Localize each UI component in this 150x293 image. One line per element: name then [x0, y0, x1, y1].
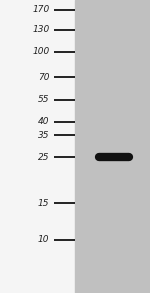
Text: 130: 130	[32, 25, 50, 35]
Text: 40: 40	[38, 117, 50, 127]
Bar	[0, 0, 75, 293]
Text: 15: 15	[38, 198, 50, 207]
Text: 10: 10	[38, 236, 50, 244]
Text: 170: 170	[32, 6, 50, 14]
Text: 35: 35	[38, 130, 50, 139]
Text: 100: 100	[32, 47, 50, 57]
Text: 70: 70	[38, 72, 50, 81]
Text: 25: 25	[38, 152, 50, 161]
Text: 55: 55	[38, 96, 50, 105]
Bar	[75, 0, 150, 293]
